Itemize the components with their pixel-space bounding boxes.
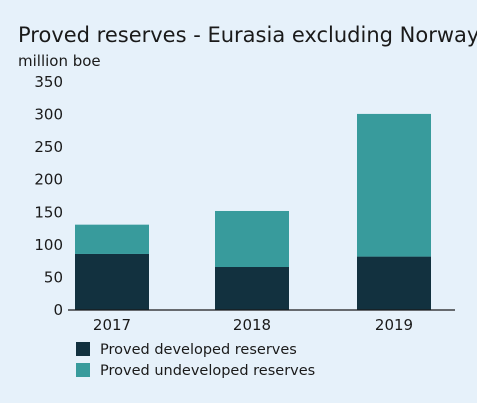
- legend: Proved developed reserves Proved undevelo…: [76, 342, 315, 379]
- x-tick-label: 2017: [93, 316, 131, 334]
- x-tick-label: 2019: [375, 316, 413, 334]
- legend-label-undeveloped: Proved undeveloped reserves: [100, 363, 315, 379]
- y-tick-label: 100: [34, 236, 63, 254]
- y-axis-label: million boe: [18, 52, 101, 70]
- y-tick-label: 350: [34, 73, 63, 91]
- legend-label-developed: Proved developed reserves: [100, 342, 297, 358]
- x-tick-label: 2018: [233, 316, 271, 334]
- legend-swatch-developed: [76, 342, 90, 356]
- bar-2017-undeveloped: [75, 224, 149, 254]
- bar-2019-undeveloped: [357, 113, 431, 257]
- bar-2018-developed: [215, 267, 289, 310]
- bar-2018-undeveloped: [215, 210, 289, 268]
- y-axis-ticks: 0 50 100 150 200 250 300 350: [34, 73, 63, 319]
- bars: [75, 113, 431, 310]
- y-tick-label: 50: [44, 268, 63, 286]
- y-tick-label: 250: [34, 138, 63, 156]
- y-tick-label: 150: [34, 203, 63, 221]
- y-tick-label: 200: [34, 171, 63, 189]
- bar-2019-developed: [357, 256, 431, 310]
- chart-title: Proved reserves - Eurasia excluding Norw…: [18, 23, 477, 47]
- legend-swatch-undeveloped: [76, 363, 90, 377]
- x-axis-ticks: 2017 2018 2019: [93, 316, 413, 334]
- y-tick-label: 300: [34, 106, 63, 124]
- y-tick-label: 0: [53, 301, 63, 319]
- bar-2017-developed: [75, 253, 149, 310]
